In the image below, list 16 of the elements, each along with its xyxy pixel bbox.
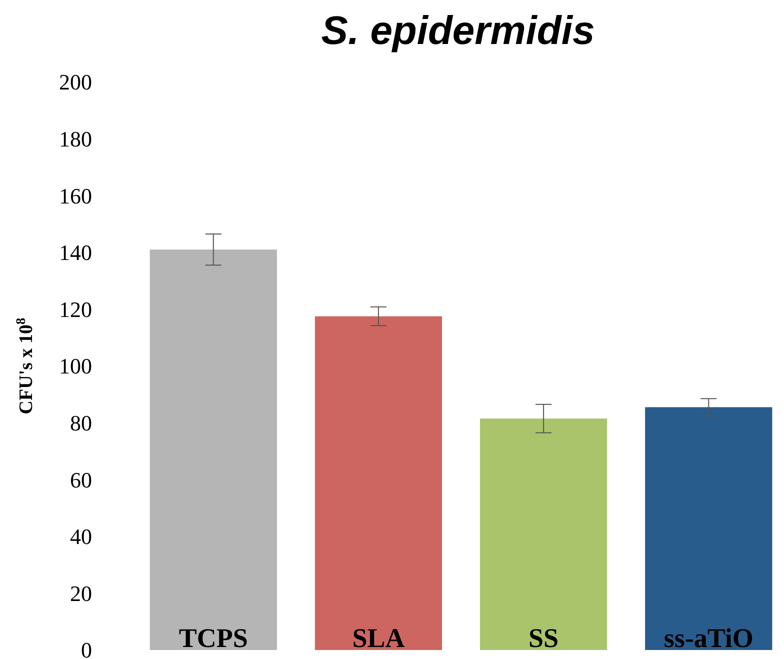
y-tick-label: 120 <box>59 296 92 322</box>
y-tick-label: 160 <box>59 183 92 208</box>
y-tick-label: 60 <box>70 467 92 492</box>
y-tick-label: 140 <box>59 240 92 266</box>
y-tick-label: 0 <box>81 638 92 659</box>
y-tick-label: 80 <box>70 410 92 436</box>
y-tick-label: 40 <box>70 524 92 550</box>
y-tick-label: 20 <box>70 580 92 606</box>
y-tick-label: 200 <box>59 70 92 95</box>
x-tick-label: SLA <box>352 623 406 653</box>
x-tick-label: SS <box>528 623 559 653</box>
chart-title: S. epidermidis <box>321 9 595 53</box>
x-tick-label: TCPS <box>178 623 248 653</box>
x-tick-label: ss-aTiO <box>664 623 754 653</box>
y-tick-label: 100 <box>59 354 92 379</box>
y-tick-label: 180 <box>59 126 92 152</box>
